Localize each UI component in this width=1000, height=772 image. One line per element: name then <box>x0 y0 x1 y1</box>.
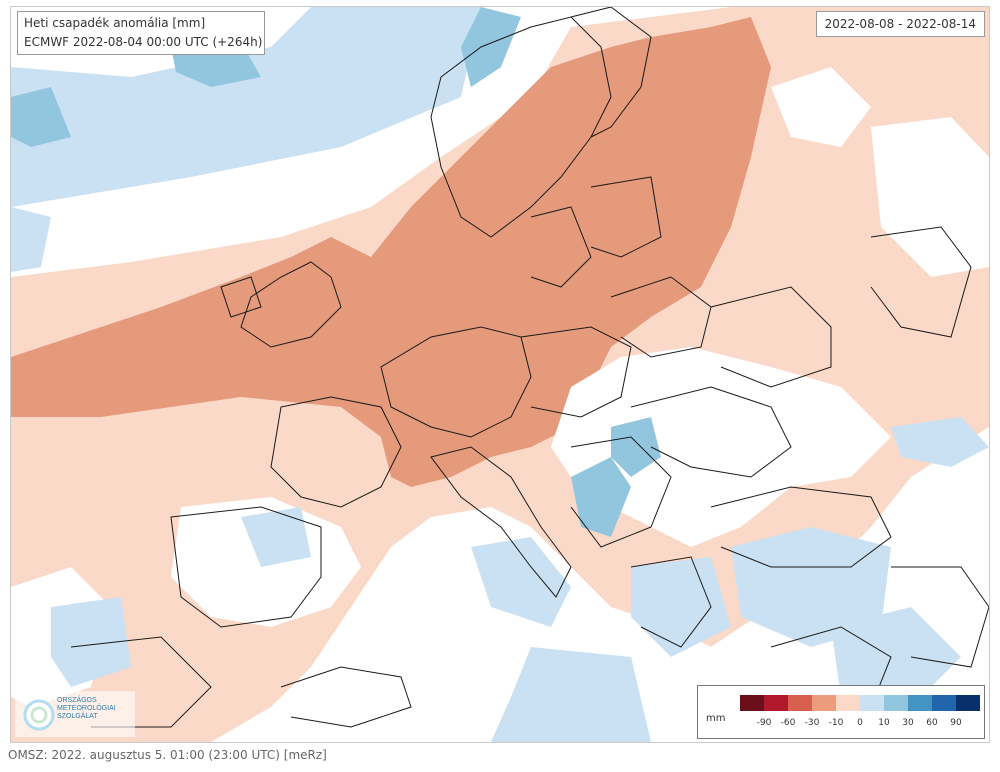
dry-strong-band <box>11 17 771 487</box>
color-legend: mm -90 -60 -30 -10 0 10 30 60 90 <box>697 685 985 739</box>
neutral-region-east <box>871 117 989 277</box>
legend-unit: mm <box>706 713 726 724</box>
legend-swatch <box>908 695 932 711</box>
legend-swatch <box>860 695 884 711</box>
legend-tick: 30 <box>902 718 914 728</box>
map-title: Heti csapadék anomália [mm] <box>24 16 206 30</box>
wet-region-balkans <box>571 457 631 537</box>
legend-swatch <box>788 695 812 711</box>
legend-tick: 90 <box>950 718 962 728</box>
legend-tick: 0 <box>857 718 863 728</box>
wet-region-morocco <box>51 597 131 687</box>
legend-swatch <box>836 695 860 711</box>
legend-swatch <box>812 695 836 711</box>
legend-tick: -60 <box>780 718 796 728</box>
logo-line-2: METEOROLÓGIAI <box>57 705 116 712</box>
map-frame: Heti csapadék anomália [mm] ECMWF 2022-0… <box>10 6 990 743</box>
wet-region-nw <box>11 87 71 147</box>
legend-swatch <box>932 695 956 711</box>
legend-swatch <box>884 695 908 711</box>
legend-tick: -10 <box>828 718 844 728</box>
wet-region-east-sea <box>891 417 989 467</box>
wet-region-scandinavia-west <box>461 7 521 87</box>
legend-tick: 10 <box>878 718 890 728</box>
legend-swatch <box>740 695 764 711</box>
precipitation-anomaly-map <box>11 7 989 742</box>
wet-region-libya <box>491 647 651 742</box>
legend-tick: 60 <box>926 718 938 728</box>
footer-caption: OMSZ: 2022. augusztus 5. 01:00 (23:00 UT… <box>8 748 327 762</box>
neutral-region-east2 <box>771 67 871 147</box>
legend-swatch <box>956 695 980 711</box>
valid-period: 2022-08-08 - 2022-08-14 <box>815 11 985 37</box>
omsz-logo: ORSZÁGOS METEOROLÓGIAI SZOLGÁLAT <box>15 691 135 737</box>
legend-swatch <box>764 695 788 711</box>
wet-region-middle-east <box>831 607 961 707</box>
logo-line-3: SZOLGÁLAT <box>57 713 98 720</box>
wet-region-hungary <box>611 417 661 477</box>
neutral-region-central <box>551 347 891 547</box>
logo-line-1: ORSZÁGOS <box>57 697 97 704</box>
map-title-box: Heti csapadék anomália [mm] ECMWF 2022-0… <box>17 11 265 55</box>
legend-tick: -30 <box>804 718 820 728</box>
wet-region-turkey <box>731 527 891 647</box>
logo-text: ORSZÁGOS METEOROLÓGIAI SZOLGÁLAT <box>57 697 116 721</box>
wet-region-greece <box>631 557 731 657</box>
wet-region-atlantic <box>11 7 481 207</box>
legend-tick: -90 <box>756 718 772 728</box>
wet-region-italy <box>471 537 571 627</box>
wet-region-left-mid <box>11 207 51 272</box>
model-run: ECMWF 2022-08-04 00:00 UTC (+264h) <box>24 35 263 49</box>
wet-region-spain-north <box>241 507 311 567</box>
